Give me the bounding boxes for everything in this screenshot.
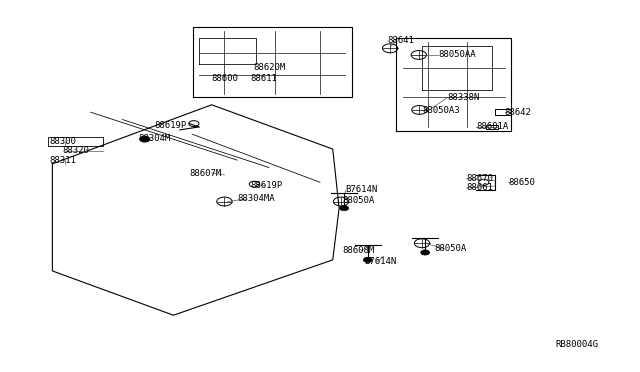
Text: 88050AA: 88050AA — [438, 51, 476, 60]
Text: 88641: 88641 — [387, 36, 414, 45]
Text: 88619P: 88619P — [154, 121, 187, 129]
Text: 88050A: 88050A — [435, 244, 467, 253]
Text: 88620M: 88620M — [253, 63, 285, 72]
Text: 88611: 88611 — [250, 74, 276, 83]
Text: B7614N: B7614N — [365, 257, 397, 266]
Text: 88338N: 88338N — [447, 93, 480, 102]
Text: 88050A3: 88050A3 — [422, 106, 460, 115]
Text: RB80004G: RB80004G — [556, 340, 599, 349]
Text: 88642: 88642 — [505, 108, 532, 117]
Text: 88670: 88670 — [467, 174, 493, 183]
Text: 88601A: 88601A — [476, 122, 508, 131]
Circle shape — [420, 250, 429, 255]
Text: 88661: 88661 — [467, 183, 493, 192]
Text: B7614N: B7614N — [346, 185, 378, 194]
Circle shape — [340, 206, 349, 211]
Text: 88608M: 88608M — [342, 246, 374, 255]
Text: 88619P: 88619P — [250, 182, 282, 190]
Text: 88600: 88600 — [212, 74, 239, 83]
Text: 88607M: 88607M — [189, 169, 221, 177]
Circle shape — [140, 137, 149, 142]
Text: 88304MA: 88304MA — [237, 195, 275, 203]
Bar — [486, 125, 499, 129]
Text: 88650: 88650 — [508, 178, 535, 187]
Text: 88304M: 88304M — [138, 134, 171, 142]
Text: 88311: 88311 — [49, 155, 76, 165]
Text: 88050A: 88050A — [342, 196, 374, 205]
Text: 88300: 88300 — [49, 137, 76, 146]
Circle shape — [364, 257, 372, 262]
Bar — [495, 109, 511, 115]
Text: 88320: 88320 — [62, 147, 89, 155]
